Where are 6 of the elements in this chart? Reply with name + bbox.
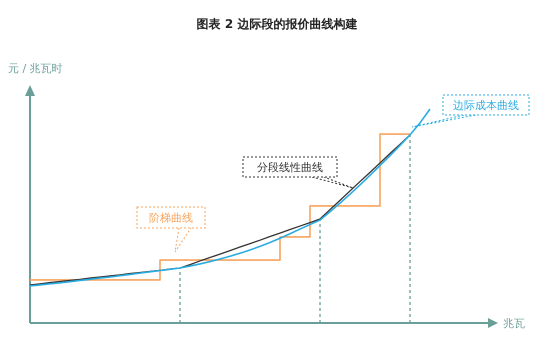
chart-title: 图表 2 边际段的报价曲线构建	[196, 17, 358, 31]
y-axis-title: 元 / 兆瓦时	[8, 62, 63, 75]
x-axis-title: 兆瓦	[503, 317, 525, 330]
text: 阶梯曲线	[149, 212, 193, 224]
text: 边际成本曲线	[453, 99, 519, 112]
text: 分段线性曲线	[257, 161, 323, 174]
